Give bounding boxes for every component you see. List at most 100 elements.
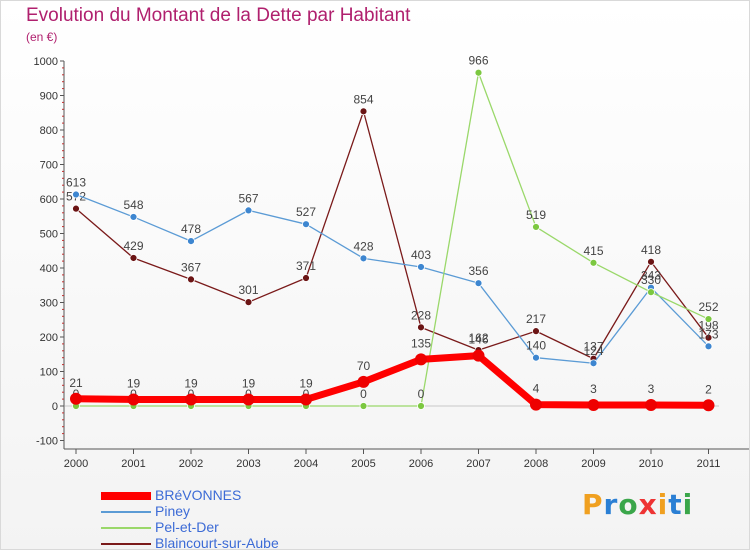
data-point (589, 359, 598, 368)
data-label: 0 (360, 387, 367, 401)
data-point (359, 107, 368, 116)
series-line (75, 110, 710, 360)
data-point (704, 342, 713, 351)
logo-letter: o (618, 488, 639, 521)
data-label: 527 (296, 205, 316, 219)
x-tick-label: 2001 (121, 458, 145, 470)
y-tick-label: -100 (36, 436, 58, 448)
chart-subtitle: (en €) (26, 30, 58, 44)
y-tick-label: 0 (52, 401, 58, 413)
data-label: 137 (583, 340, 603, 354)
data-label: 367 (181, 260, 201, 274)
y-tick-label: 600 (40, 194, 58, 206)
data-label: 146 (468, 333, 488, 347)
data-point (242, 393, 255, 406)
data-point (532, 327, 540, 336)
data-point (187, 237, 195, 245)
data-point (645, 398, 657, 411)
data-label: 3 (590, 382, 597, 396)
y-tick-label: 1000 (34, 56, 58, 68)
data-label: 2 (705, 382, 712, 396)
data-point (185, 393, 197, 406)
data-label: 19 (242, 376, 256, 390)
legend-swatch (101, 527, 151, 529)
y-tick-label: 500 (40, 229, 58, 241)
data-label: 519 (526, 208, 546, 222)
legend-label: Piney (155, 503, 191, 519)
data-label: 4 (533, 382, 540, 396)
logo-letter: t (668, 488, 683, 521)
data-label: 162 (468, 331, 488, 345)
data-point (129, 254, 138, 262)
x-tick-label: 2008 (524, 458, 548, 470)
logo-letter: x (638, 488, 658, 521)
data-label: 19 (127, 376, 141, 390)
legend-label: Pel-et-Der (155, 519, 219, 535)
x-tick-label: 2011 (697, 458, 721, 470)
data-point (70, 392, 82, 405)
data-label: 301 (238, 283, 258, 297)
data-point (704, 315, 713, 323)
y-tick-label: 900 (40, 91, 58, 103)
data-point (244, 298, 253, 307)
data-point (587, 398, 600, 411)
data-point (704, 333, 713, 342)
x-tick-label: 2000 (64, 458, 88, 470)
data-point (129, 213, 138, 221)
data-point (702, 399, 715, 412)
data-point (532, 353, 540, 362)
data-point (647, 288, 655, 297)
data-label: 228 (411, 308, 431, 322)
data-point (187, 275, 195, 284)
data-label: 428 (353, 239, 373, 253)
legend-label: Blaincourt-sur-Aube (155, 535, 279, 551)
logo-letter: i (657, 488, 669, 521)
data-point (244, 206, 253, 215)
data-label: 330 (641, 273, 661, 287)
logo-letter: i (682, 488, 694, 521)
data-point (417, 323, 425, 332)
data-point (300, 393, 312, 406)
data-label: 567 (238, 191, 258, 205)
x-tick-label: 2006 (409, 458, 433, 470)
logo-letter: P (582, 488, 604, 521)
data-label: 173 (698, 327, 718, 341)
x-tick-label: 2002 (179, 458, 203, 470)
y-tick-label: 200 (40, 332, 58, 344)
y-tick-label: 400 (40, 263, 58, 275)
data-point (127, 393, 140, 406)
data-label: 415 (583, 244, 603, 258)
data-label: 19 (299, 376, 313, 390)
data-label: 356 (468, 264, 488, 278)
data-point (302, 274, 310, 282)
legend-swatch (101, 511, 151, 513)
legend-swatch (101, 492, 151, 500)
data-point (302, 220, 310, 229)
data-label: 19 (184, 376, 198, 390)
data-point (415, 353, 427, 366)
data-label: 0 (418, 387, 425, 401)
data-label: 429 (123, 239, 143, 253)
y-tick-label: 100 (40, 367, 58, 379)
x-tick-label: 2007 (466, 458, 490, 470)
data-label: 403 (411, 248, 431, 262)
data-point (589, 258, 598, 267)
data-label: 966 (468, 54, 488, 68)
data-label: 217 (526, 312, 546, 326)
data-label: 3 (648, 382, 655, 396)
x-tick-label: 2005 (351, 458, 375, 470)
logo-letter: r (603, 488, 619, 521)
x-tick-label: 2010 (639, 458, 663, 470)
data-point (357, 375, 370, 388)
y-tick-label: 700 (40, 160, 58, 172)
data-point (417, 402, 425, 410)
data-label: 140 (526, 339, 546, 353)
data-label: 371 (296, 259, 316, 273)
data-point (359, 402, 368, 410)
x-tick-label: 2004 (294, 458, 318, 470)
data-label: 21 (69, 376, 83, 390)
data-point (530, 398, 542, 411)
data-point (359, 254, 368, 263)
